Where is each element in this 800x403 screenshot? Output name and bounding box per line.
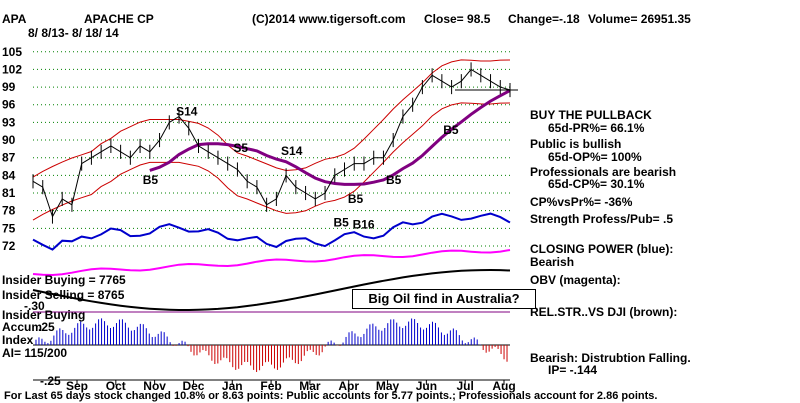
public-status: Public is bullish [530,137,622,151]
y-tick-label: 87 [2,151,16,165]
ticker: APA [2,12,27,26]
closing-power-label: CLOSING POWER (blue): [530,242,674,256]
closing-power-line [32,212,511,251]
minus-25-label: -.25 [40,374,61,388]
x-tick-label: Feb [260,379,281,393]
op-value: 65d-OP%= 100% [548,150,642,164]
ai-label: AI= 115/200 [2,346,68,360]
x-tick-label: Jun [416,379,437,393]
close-value: Close= 98.5 [424,12,491,26]
x-tick-label: Aug [492,379,515,393]
obv-line [32,249,511,277]
signal-label: B16 [353,217,375,231]
cpvspr-value: CP%vsPr%= -36% [530,195,633,209]
obv-label: OBV (magenta): [530,273,621,287]
closing-power-state: Bearish [530,255,575,269]
x-tick-label: Oct [106,379,126,393]
x-tick-label: Jul [457,379,474,393]
signal-label: S14 [281,144,303,158]
date-range: 8/ 8/13- 8/ 18/ 14 [28,26,119,40]
y-tick-label: 102 [2,62,22,76]
insider-buying-label: Insider Buying = 7765 [2,273,126,287]
callout-box: Big Oil find in Australia? [352,289,536,309]
cp-value: 65d-CP%= 30.1% [548,177,645,191]
index-label: Index [2,333,34,347]
insider-selling-label: Insider Selling = 8765 [2,288,125,302]
bearish-status: Bearish: Distrubtion Falling. [530,351,691,365]
rel-strength-line [32,268,511,311]
upper-band [32,59,511,178]
x-tick-label: May [376,379,400,393]
change-value: Change=-.18 [508,12,580,26]
y-tick-label: 93 [2,115,16,129]
x-tick-label: Sep [66,379,88,393]
pr-value: 65d-PR%= 66.1% [548,121,645,135]
y-tick-label: 72 [2,239,16,253]
moving-average [149,89,511,186]
minus-30-label: -.30 [24,299,45,313]
company-name: APACHE CP [84,12,154,26]
x-tick-label: Nov [143,379,166,393]
y-tick-label: 78 [2,204,16,218]
signal-label: B5 [443,123,459,137]
y-tick-label: 75 [2,221,16,235]
y-tick-label: 96 [2,98,16,112]
y-tick-label: 84 [2,168,16,182]
ip-value: IP= -.144 [548,363,598,377]
signal-label: B5 [386,173,402,187]
y-tick-label: 81 [2,186,16,200]
volume-value: Volume= 26951.35 [588,12,691,26]
y-tick-label: 99 [2,80,16,94]
source: (C)2014 www.tigersoft.com [252,12,406,26]
strength-value: Strength Profess/Pub= .5 [530,212,674,226]
x-tick-label: Apr [338,379,359,393]
signal-label: S5 [233,141,248,155]
signal-label: S14 [176,104,198,118]
x-tick-label: Dec [182,379,204,393]
x-tick-label: Mar [299,379,321,393]
signal-label: B5 [334,216,350,230]
lower-band [32,102,511,221]
relstr-label: REL.STR..VS DJI (brown): [530,305,678,319]
footer-summary: For Last 65 days stock changed 10.8% or … [4,390,658,402]
y-tick-label: 105 [2,45,22,59]
signal-label: B5 [348,192,364,206]
buy-pullback: BUY THE PULLBACK [530,108,652,122]
signal-label: B5 [143,173,159,187]
price-line [32,68,511,218]
accum-label: Accum [2,320,43,334]
y-tick-label: 90 [2,133,16,147]
x-tick-label: Jan [222,379,243,393]
plus-25-label: .25 [38,320,55,334]
professionals-status: Professionals are bearish [530,165,677,179]
insider-buying-accum-label: Insider Buying [2,308,86,322]
